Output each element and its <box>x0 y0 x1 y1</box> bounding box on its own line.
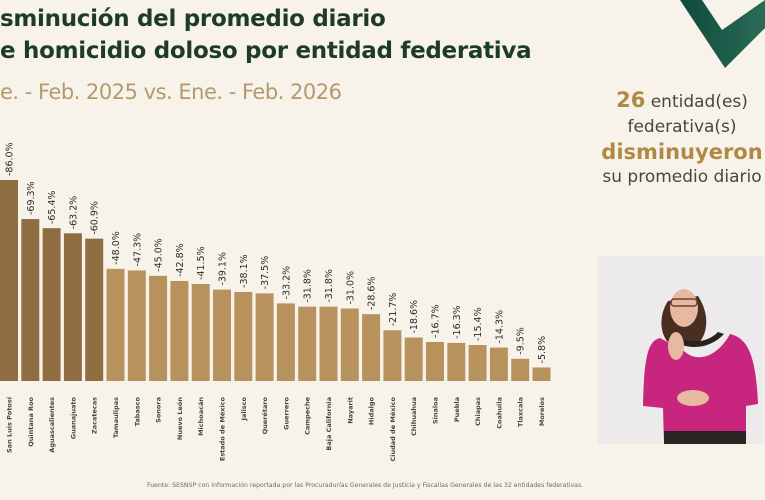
bar-6 <box>127 270 146 381</box>
value-label-20: -16.7% <box>431 304 442 338</box>
bar-4 <box>85 238 104 381</box>
value-label-19: -18.6% <box>409 300 420 334</box>
bar-13 <box>276 303 295 381</box>
category-label-6: Tabasco <box>133 396 141 426</box>
bar-1 <box>21 219 40 381</box>
bar-7 <box>149 275 168 381</box>
value-label-17: -28.6% <box>367 277 378 311</box>
category-label-5: Tamaulipas <box>112 397 120 438</box>
bar-3 <box>63 233 82 381</box>
category-label-3: Guanajuato <box>69 396 77 439</box>
category-label-24: Tlaxcala <box>517 397 525 427</box>
value-label-13: -33.2% <box>281 266 292 300</box>
summary-panel: 26 entidad(es) federativa(s) disminuyero… <box>596 88 765 190</box>
summary-text-4: su promedio diario <box>602 167 762 187</box>
bar-23 <box>489 347 508 381</box>
value-label-11: -38.1% <box>239 254 250 288</box>
summary-text-1: entidad(es) <box>645 92 748 112</box>
category-label-7: Sonora <box>155 397 163 423</box>
value-label-0: -86.0% <box>5 142 16 176</box>
bar-0 <box>0 180 18 381</box>
value-label-18: -21.7% <box>388 293 399 327</box>
category-label-19: Chihuahua <box>410 397 418 436</box>
bar-20 <box>426 341 444 381</box>
category-label-12: Querétaro <box>261 396 269 434</box>
category-label-2: Aguascalientes <box>48 397 56 453</box>
value-label-8: -42.8% <box>175 243 186 277</box>
count-value: 26 <box>616 88 646 112</box>
bar-22 <box>468 345 487 381</box>
bar-24 <box>511 358 530 381</box>
bar-19 <box>404 337 423 381</box>
value-label-2: -65.4% <box>47 191 58 225</box>
bar-9 <box>191 284 210 381</box>
chart-title-line1: sminución del promedio diario <box>0 6 386 32</box>
value-label-14: -31.8% <box>303 269 314 303</box>
bar-25 <box>532 367 551 381</box>
category-label-22: Chiapas <box>474 397 482 426</box>
category-label-11: Jalisco <box>240 396 248 421</box>
category-label-21: Puebla <box>453 397 461 422</box>
value-label-7: -45.0% <box>154 238 165 272</box>
category-label-17: Hidalgo <box>368 396 376 425</box>
value-label-16: -31.0% <box>345 271 356 305</box>
category-label-1: Quintana Roo <box>27 396 35 446</box>
category-label-0: San Luis Potosí <box>6 396 14 453</box>
value-label-24: -9.5% <box>516 327 527 355</box>
value-label-3: -63.2% <box>68 196 79 230</box>
category-label-23: Coahuila <box>495 397 503 429</box>
bar-5 <box>106 268 125 381</box>
value-label-21: -16.3% <box>452 305 463 339</box>
bar-14 <box>298 306 317 381</box>
value-label-10: -39.1% <box>218 252 229 286</box>
bar-10 <box>213 289 231 381</box>
category-label-25: Morelos <box>538 397 546 426</box>
bar-16 <box>340 308 359 381</box>
value-label-25: -5.8% <box>537 336 548 364</box>
value-label-9: -41.5% <box>196 246 207 280</box>
bar-17 <box>362 314 381 381</box>
category-label-15: Baja California <box>325 397 333 451</box>
bar-8 <box>170 280 189 381</box>
value-label-1: -69.3% <box>26 181 37 215</box>
value-label-12: -37.5% <box>260 256 271 290</box>
value-label-5: -48.0% <box>111 231 122 265</box>
value-label-22: -15.4% <box>473 307 484 341</box>
value-label-4: -60.9% <box>90 201 101 235</box>
category-label-10: Estado de México <box>219 396 227 461</box>
bar-2 <box>42 228 61 381</box>
category-label-9: Michoacán <box>197 397 205 436</box>
category-label-18: Ciudad de México <box>389 396 397 461</box>
category-label-4: Zacatecas <box>91 397 99 434</box>
bar-12 <box>255 293 274 381</box>
value-label-6: -47.3% <box>132 233 143 267</box>
bar-11 <box>234 291 253 381</box>
chart-title-line2: e homicidio doloso por entidad federativ… <box>0 38 532 64</box>
logo-chevron-icon <box>680 0 765 68</box>
summary-highlight: disminuyeron <box>601 140 763 164</box>
value-label-23: -14.3% <box>494 310 505 344</box>
source-note: Fuente: SESNSP con información reportada… <box>147 482 584 489</box>
value-label-15: -31.8% <box>324 269 335 303</box>
category-label-13: Guerrero <box>282 396 290 429</box>
category-label-20: Sinaloa <box>432 397 440 424</box>
chart-subtitle: e. - Feb. 2025 vs. Ene. - Feb. 2026 <box>0 80 342 104</box>
category-label-14: Campeche <box>304 396 312 434</box>
category-label-8: Nuevo León <box>176 397 184 440</box>
category-label-16: Nayarit <box>346 397 354 424</box>
bar-21 <box>447 342 466 381</box>
bar-18 <box>383 330 402 381</box>
sign-language-interpreter-video <box>598 256 765 444</box>
interpreter-image <box>598 256 765 444</box>
bar-chart: -86.0% San Luis Potosí -69.3% Quintana Roo -… <box>0 142 551 462</box>
summary-text-2: federativa(s) <box>627 117 737 137</box>
bar-15 <box>319 306 338 381</box>
